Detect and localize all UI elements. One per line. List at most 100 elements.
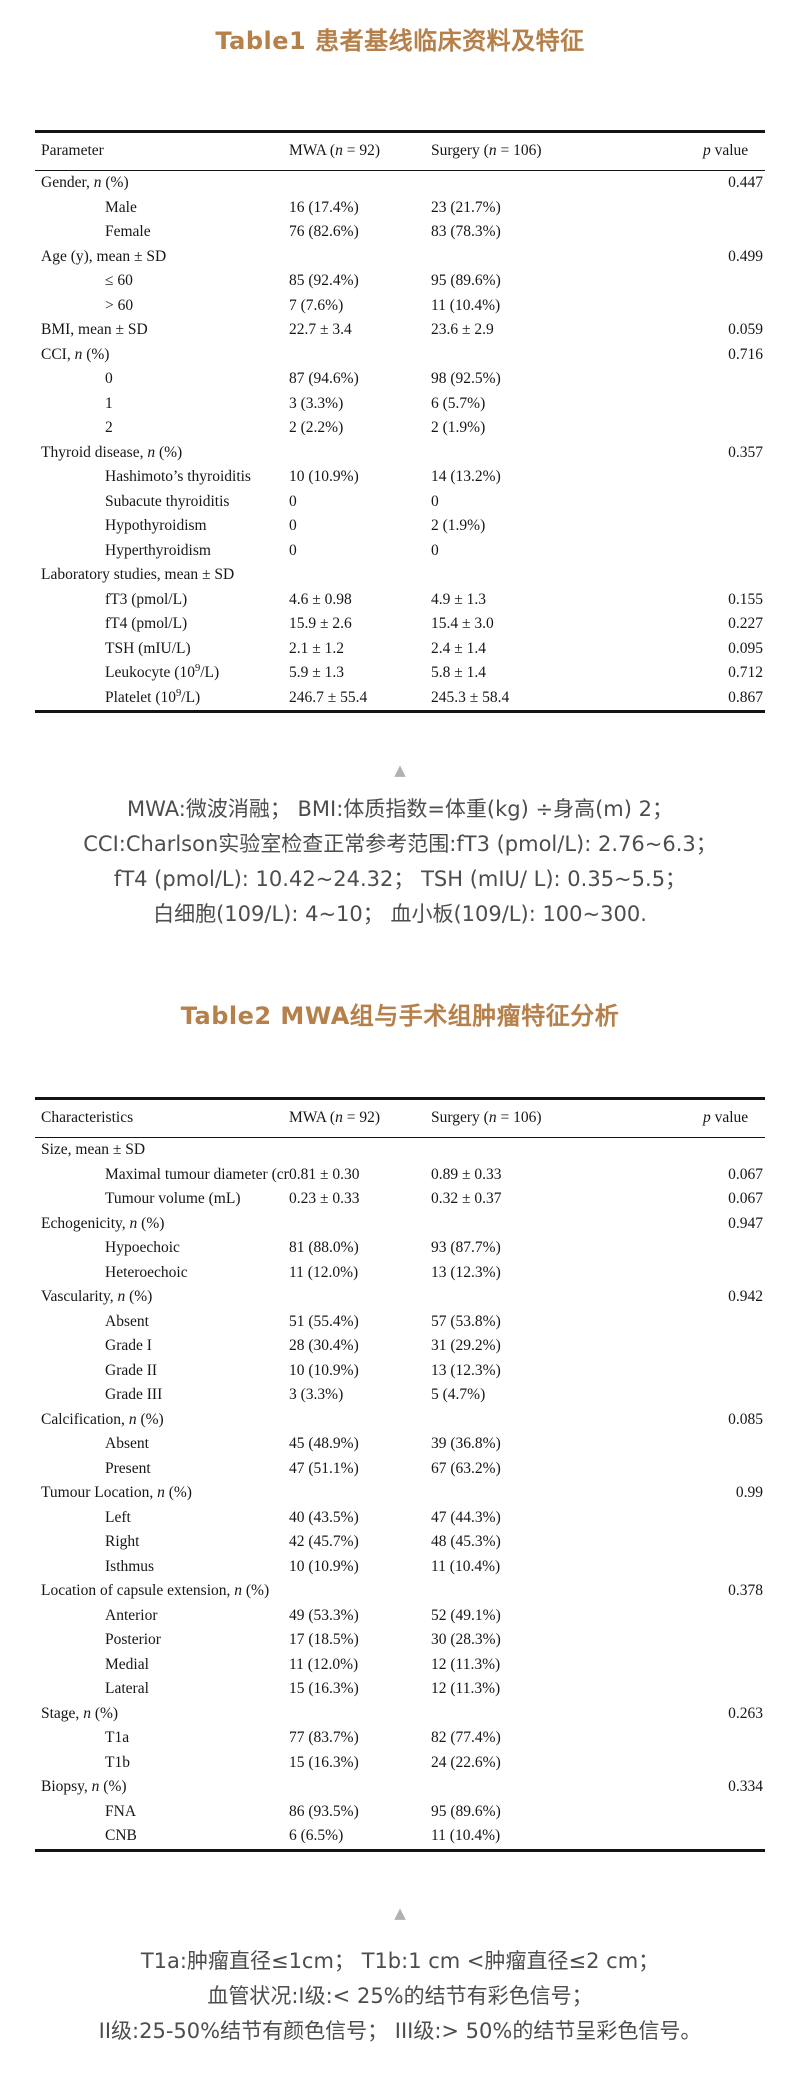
table-row: Leukocyte (109/L) 5.9 ± 1.3 5.8 ± 1.4 0.712 <box>35 661 765 686</box>
table-row: Tumour volume (mL) 0.23 ± 0.33 0.32 ± 0.37… <box>35 1187 765 1212</box>
mwa-value-cell <box>289 245 431 270</box>
note-line: fT4 (pmol/L): 10.42~24.32； TSH (mIU/ L):… <box>113 867 687 891</box>
row-label-cell: Leukocyte (109/L) <box>105 662 220 681</box>
row-label-cell: 2 <box>105 419 113 436</box>
surgery-value-cell: 57 (53.8%) <box>431 1312 501 1330</box>
mwa-value-cell: 5.9 ± 1.3 <box>289 664 345 681</box>
mwa-value-cell: 86 (93.5%) <box>289 1802 359 1820</box>
table-row: T1a 77 (83.7%) 82 (77.4%) <box>35 1726 765 1751</box>
table1-title: Table1 患者基线临床资料及特征 <box>215 27 585 55</box>
surgery-value-cell <box>431 1285 703 1310</box>
mwa-value-cell: 11 (12.0%) <box>289 1655 359 1673</box>
surgery-value-cell: 14 (13.2%) <box>431 468 501 485</box>
row-label-cell: Tumour volume (mL) <box>105 1190 241 1207</box>
surgery-value-cell <box>431 1138 703 1163</box>
table-row: Subacute thyroiditis 0 0 <box>35 490 765 515</box>
row-label-cell: fT3 (pmol/L) <box>105 590 188 608</box>
surgery-value-cell: 2.4 ± 1.4 <box>431 639 487 657</box>
table-row: Hypoechoic 81 (88.0%) 93 (87.7%) <box>35 1236 765 1261</box>
table-row: Right 42 (45.7%) 48 (45.3%) <box>35 1530 765 1555</box>
mwa-value-cell <box>289 1212 431 1237</box>
table-row: Echogenicity, n (%) 0.947 <box>35 1212 765 1237</box>
mwa-value-cell: 7 (7.6%) <box>289 296 344 314</box>
p-value-cell: 0.227 <box>728 615 763 632</box>
row-label-cell: Hypothyroidism <box>105 517 207 534</box>
p-value-cell <box>703 1359 765 1384</box>
surgery-value-cell: 93 (87.7%) <box>431 1239 501 1256</box>
table-row: Size, mean ± SD <box>35 1138 765 1163</box>
mwa-value-cell: 17 (18.5%) <box>289 1631 359 1648</box>
surgery-value-cell: 4.9 ± 1.3 <box>431 590 487 608</box>
p-value-cell <box>703 539 765 564</box>
row-label-cell: Right <box>105 1533 140 1550</box>
mwa-value-cell <box>289 343 431 368</box>
surgery-value-cell: 23 (21.7%) <box>431 198 501 216</box>
surgery-value-cell <box>431 1212 703 1237</box>
triangle-up-icon: ▲ <box>394 1903 406 1922</box>
p-value-cell: 0.357 <box>728 443 763 461</box>
mwa-value-cell <box>289 1481 431 1506</box>
surgery-value-cell <box>431 441 703 466</box>
surgery-value-cell <box>431 1579 703 1604</box>
table-row: Hypothyroidism 0 2 (1.9%) <box>35 514 765 539</box>
table-row: fT4 (pmol/L) 15.9 ± 2.6 15.4 ± 3.0 0.227 <box>35 612 765 637</box>
note-line: 白细胞(109/L): 4~10； 血小板(109/L): 100~300. <box>153 902 647 926</box>
p-value-cell: 0.085 <box>728 1410 763 1428</box>
surgery-value-cell: 5.8 ± 1.4 <box>431 664 487 681</box>
surgery-value-cell <box>431 1775 703 1800</box>
table-row: Male 16 (17.4%) 23 (21.7%) <box>35 196 765 221</box>
row-label-cell: Stage, n (%) <box>41 1704 119 1722</box>
table-row: Grade III 3 (3.3%) 5 (4.7%) <box>35 1383 765 1408</box>
p-value-cell <box>703 367 765 392</box>
table-row: Platelet (109/L) 246.7 ± 55.4 245.3 ± 58.4… <box>35 686 765 712</box>
mwa-value-cell: 28 (30.4%) <box>289 1337 359 1354</box>
mwa-value-cell <box>289 171 431 196</box>
mwa-value-cell: 15.9 ± 2.6 <box>289 615 352 632</box>
table-row: Stage, n (%) 0.263 <box>35 1702 765 1727</box>
p-value-cell: 0.947 <box>728 1214 763 1232</box>
column-header-mwa: MWA (n = 92) <box>289 1098 431 1138</box>
mwa-value-cell <box>289 1408 431 1433</box>
surgery-value-cell: 95 (89.6%) <box>431 272 501 289</box>
row-label-cell: Biopsy, n (%) <box>41 1778 127 1795</box>
p-value-cell: 0.067 <box>728 1165 763 1183</box>
row-label-cell: Present <box>105 1459 151 1477</box>
row-label-cell: Location of capsule extension, n (%) <box>41 1582 270 1599</box>
table-row: Vascularity, n (%) 0.942 <box>35 1285 765 1310</box>
mwa-value-cell: 40 (43.5%) <box>289 1508 359 1526</box>
mwa-value-cell: 246.7 ± 55.4 <box>289 688 368 706</box>
column-header-pvalue: p value <box>703 131 765 171</box>
table-row: Medial 11 (12.0%) 12 (11.3%) <box>35 1653 765 1678</box>
surgery-value-cell: 13 (12.3%) <box>431 1263 501 1281</box>
surgery-value-cell: 12 (11.3%) <box>431 1680 501 1697</box>
p-value-cell: 0.378 <box>728 1582 763 1599</box>
surgery-value-cell <box>431 1481 703 1506</box>
p-value-cell <box>703 1383 765 1408</box>
row-label-cell: Tumour Location, n (%) <box>41 1484 192 1501</box>
p-value-cell: 0.499 <box>728 247 763 265</box>
surgery-value-cell: 0.32 ± 0.37 <box>431 1190 502 1207</box>
p-value-cell <box>703 1530 765 1555</box>
surgery-value-cell: 98 (92.5%) <box>431 370 501 387</box>
table-row: Gender, n (%) 0.447 <box>35 171 765 196</box>
p-value-cell: 0.334 <box>728 1778 763 1795</box>
table-row: Location of capsule extension, n (%) 0.37… <box>35 1579 765 1604</box>
surgery-value-cell: 31 (29.2%) <box>431 1337 501 1354</box>
surgery-value-cell: 11 (10.4%) <box>431 1827 501 1844</box>
table-row: Maximal tumour diameter (cm) 0.81 ± 0.30 0… <box>35 1163 765 1188</box>
mwa-value-cell: 76 (82.6%) <box>289 223 359 240</box>
p-value-cell <box>703 1653 765 1678</box>
table-row: Isthmus 10 (10.9%) 11 (10.4%) <box>35 1555 765 1580</box>
table-row: TSH (mIU/L) 2.1 ± 1.2 2.4 ± 1.4 0.095 <box>35 637 765 662</box>
mwa-value-cell: 10 (10.9%) <box>289 1557 359 1575</box>
surgery-value-cell <box>431 563 703 588</box>
p-value-cell <box>703 269 765 294</box>
mwa-value-cell: 0.23 ± 0.33 <box>289 1190 360 1207</box>
row-label-cell: Female <box>105 223 151 240</box>
p-value-cell <box>703 220 765 245</box>
surgery-value-cell: 0 <box>431 541 439 559</box>
row-label-cell: Subacute thyroiditis <box>105 492 230 510</box>
mwa-value-cell: 47 (51.1%) <box>289 1459 359 1477</box>
p-value-cell: 0.712 <box>728 664 763 681</box>
table-row: Age (y), mean ± SD 0.499 <box>35 245 765 270</box>
